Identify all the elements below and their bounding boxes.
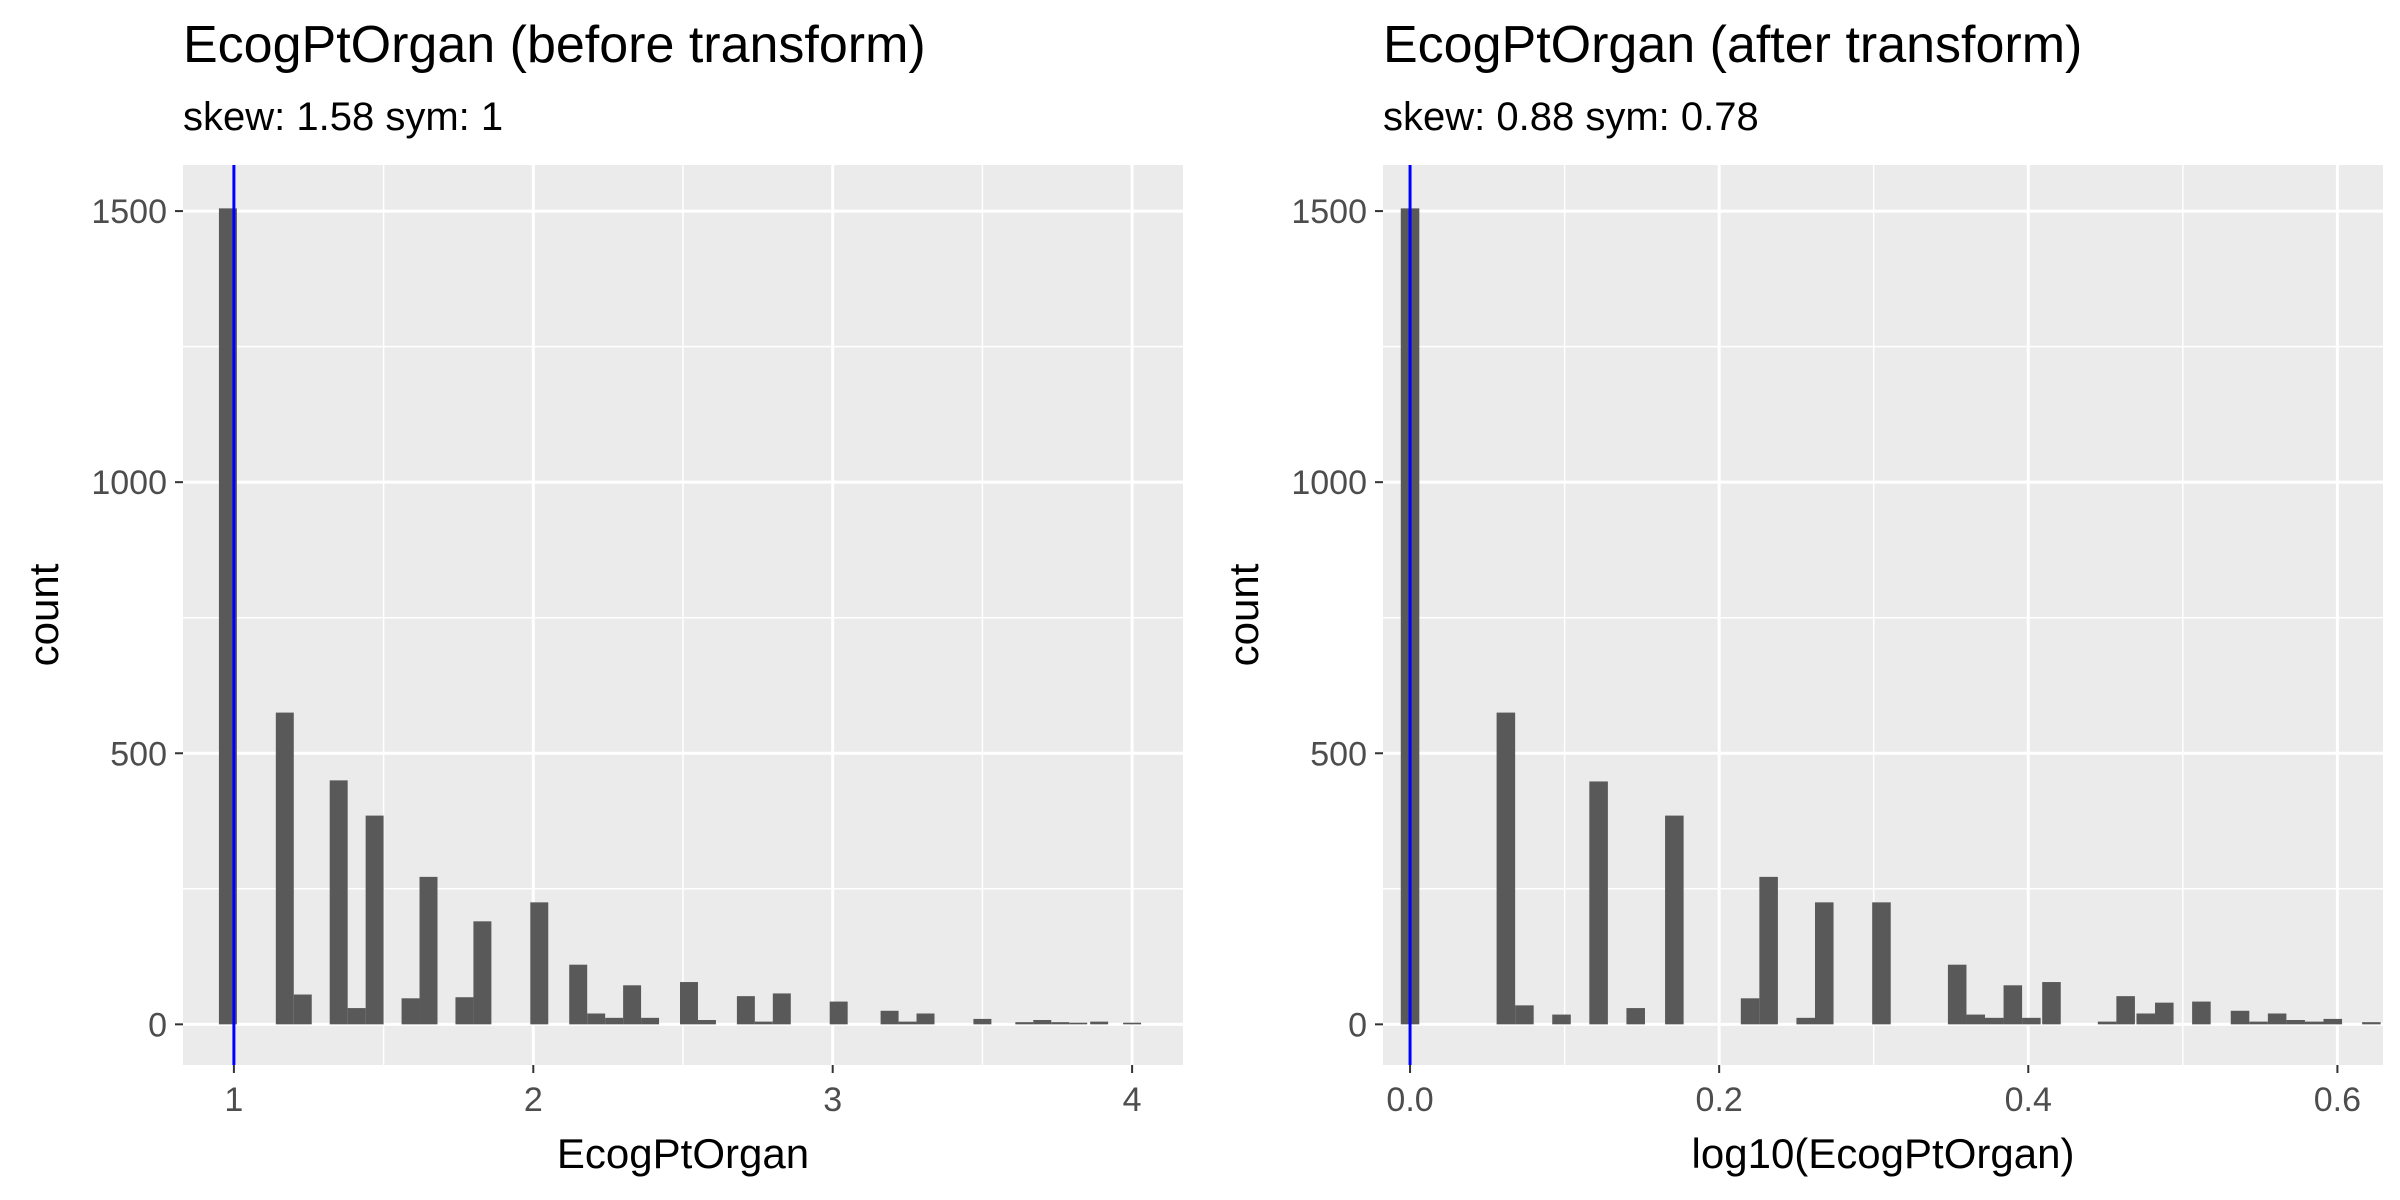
histogram-bar xyxy=(880,1010,899,1025)
histogram-bar xyxy=(772,993,791,1025)
chart-subtitle: skew: 1.58 sym: 1 xyxy=(183,95,503,139)
histogram-bar xyxy=(898,1021,917,1025)
histogram-bar xyxy=(1015,1022,1034,1025)
histogram-bar xyxy=(973,1018,992,1025)
x-axis-title: EcogPtOrgan xyxy=(557,1130,809,1177)
histogram-bar xyxy=(1069,1022,1088,1025)
histogram-bar xyxy=(275,712,294,1025)
histogram-bar xyxy=(2136,1013,2156,1025)
y-tick-label: 500 xyxy=(110,735,167,773)
histogram-after-transform: EcogPtOrgan (after transform) skew: 0.88… xyxy=(1220,16,2383,1177)
x-tick-label: 3 xyxy=(823,1081,842,1119)
x-tick-label: 0.2 xyxy=(1696,1081,1743,1119)
histogram-bar xyxy=(2362,1022,2381,1025)
histogram-bar xyxy=(401,998,420,1025)
histogram-bar xyxy=(569,964,588,1025)
histogram-bar xyxy=(2249,1021,2268,1025)
histogram-bar xyxy=(2304,1021,2324,1025)
histogram-bar xyxy=(2155,1002,2174,1025)
histogram-bar xyxy=(605,1017,624,1025)
histogram-bar xyxy=(1665,815,1684,1025)
histogram-bar xyxy=(1496,712,1516,1025)
y-tick-label: 500 xyxy=(1310,735,1367,773)
histogram-bar xyxy=(329,780,348,1025)
x-tick-label: 0.4 xyxy=(2005,1081,2052,1119)
chart-title: EcogPtOrgan (before transform) xyxy=(183,16,926,74)
axis-ticks: 1 2 3 4 0 500 1000 1500 xyxy=(91,193,1141,1119)
histogram-bar xyxy=(1985,1017,2004,1025)
y-tick-label: 1000 xyxy=(91,464,167,502)
histogram-bar xyxy=(1552,1014,1571,1025)
histogram-bar xyxy=(2042,982,2061,1025)
histogram-bar xyxy=(2267,1013,2287,1025)
histogram-bar xyxy=(1090,1021,1109,1025)
histogram-bar xyxy=(530,902,549,1025)
histogram-bar xyxy=(1947,964,1967,1025)
histogram-bar xyxy=(1796,1017,1815,1025)
histogram-bar xyxy=(641,1017,660,1025)
histogram-bar xyxy=(2022,1017,2041,1025)
x-axis-title: log10(EcogPtOrgan) xyxy=(1692,1130,2075,1177)
y-tick-label: 1500 xyxy=(1291,193,1367,231)
axis-ticks: 0.0 0.2 0.4 0.6 0 500 1000 1500 xyxy=(1291,193,2361,1119)
x-tick-label: 0.6 xyxy=(2314,1081,2361,1119)
histogram-bar xyxy=(829,1001,848,1025)
histogram-bar xyxy=(2286,1020,2305,1025)
y-tick-label: 0 xyxy=(148,1006,167,1044)
histogram-bar xyxy=(365,815,384,1025)
x-tick-label: 4 xyxy=(1123,1081,1142,1119)
histogram-bar xyxy=(697,1020,716,1025)
histogram-bar xyxy=(1759,876,1778,1025)
histogram-bar xyxy=(419,876,438,1025)
histogram-bar xyxy=(587,1013,606,1025)
y-axis-title: count xyxy=(20,563,67,666)
histogram-bar xyxy=(1589,781,1608,1025)
histogram-bar xyxy=(2003,985,2023,1025)
histogram-before-transform: EcogPtOrgan (before transform) skew: 1.5… xyxy=(20,16,1183,1177)
x-tick-label: 2 xyxy=(524,1081,543,1119)
histogram-bar xyxy=(473,921,492,1025)
histogram-bar xyxy=(1033,1020,1052,1025)
x-tick-label: 1 xyxy=(224,1081,243,1119)
y-tick-label: 1000 xyxy=(1291,464,1367,502)
histogram-bar xyxy=(1123,1022,1142,1025)
bars xyxy=(218,208,1142,1025)
histogram-bar xyxy=(2192,1001,2211,1025)
histogram-bar xyxy=(754,1021,773,1025)
histogram-bar xyxy=(1515,1005,1534,1025)
histogram-bar xyxy=(623,985,642,1025)
histogram-bar xyxy=(2116,996,2135,1025)
histogram-bar xyxy=(916,1013,935,1025)
histogram-bar xyxy=(1872,902,1891,1025)
histogram-bar xyxy=(293,994,312,1025)
histogram-bar xyxy=(736,996,755,1025)
chart-title: EcogPtOrgan (after transform) xyxy=(1383,16,2082,74)
histogram-bar xyxy=(347,1008,366,1025)
histogram-bar xyxy=(2323,1018,2343,1025)
histogram-bar xyxy=(1966,1014,1986,1025)
histogram-bar xyxy=(1626,1008,1645,1025)
y-tick-label: 0 xyxy=(1348,1006,1367,1044)
histogram-bar xyxy=(455,997,474,1025)
chart-subtitle: skew: 0.88 sym: 0.78 xyxy=(1383,95,1759,139)
histogram-bar xyxy=(2230,1010,2250,1025)
histogram-bar xyxy=(1814,902,1834,1025)
y-axis-title: count xyxy=(1220,563,1267,666)
histogram-bar xyxy=(1051,1022,1070,1025)
histogram-bar xyxy=(1740,998,1760,1025)
y-tick-label: 1500 xyxy=(91,193,167,231)
x-tick-label: 0.0 xyxy=(1386,1081,1433,1119)
histogram-bar xyxy=(2097,1021,2117,1025)
histogram-bar xyxy=(680,982,698,1025)
